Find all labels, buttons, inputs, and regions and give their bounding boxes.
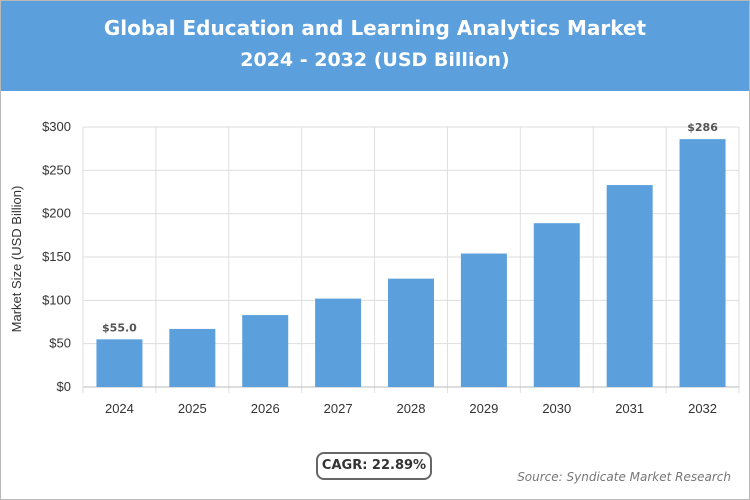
x-tick-label: 2026 [251, 401, 280, 416]
x-tick-label: 2031 [615, 401, 644, 416]
y-tick-label: $0 [57, 379, 71, 394]
bar [388, 278, 434, 387]
y-tick-label: $150 [42, 249, 71, 264]
x-tick-label: 2029 [469, 401, 498, 416]
bar [242, 315, 289, 387]
chart-subtitle: 2024 - 2032 (USD Billion) [240, 49, 510, 71]
bar [606, 185, 653, 387]
y-axis-label: Market Size (USD Billion) [9, 186, 24, 333]
y-tick-label: $250 [42, 162, 71, 177]
y-tick-label: $50 [49, 336, 71, 351]
data-label: $286 [687, 121, 718, 134]
y-tick-label: $300 [42, 119, 71, 134]
x-tick-label: 2030 [542, 401, 571, 416]
chart-header: Global Education and Learning Analytics … [1, 1, 749, 91]
x-tick-label: 2024 [105, 401, 134, 416]
x-tick-label: 2028 [397, 401, 426, 416]
x-tick-label: 2032 [688, 401, 717, 416]
x-tick-label: 2025 [178, 401, 207, 416]
bar [679, 139, 726, 387]
bar [533, 223, 580, 387]
bar [315, 298, 362, 387]
source-note: Source: Syndicate Market Research [517, 470, 731, 484]
cagr-badge: CAGR: 22.89% [316, 452, 432, 480]
y-tick-label: $200 [42, 206, 71, 221]
bar [460, 253, 507, 387]
data-label: $55.0 [102, 321, 137, 334]
x-tick-label: 2027 [324, 401, 353, 416]
chart-title: Global Education and Learning Analytics … [103, 16, 647, 40]
bar [169, 328, 216, 387]
y-tick-label: $100 [42, 292, 71, 307]
bar [96, 339, 143, 387]
